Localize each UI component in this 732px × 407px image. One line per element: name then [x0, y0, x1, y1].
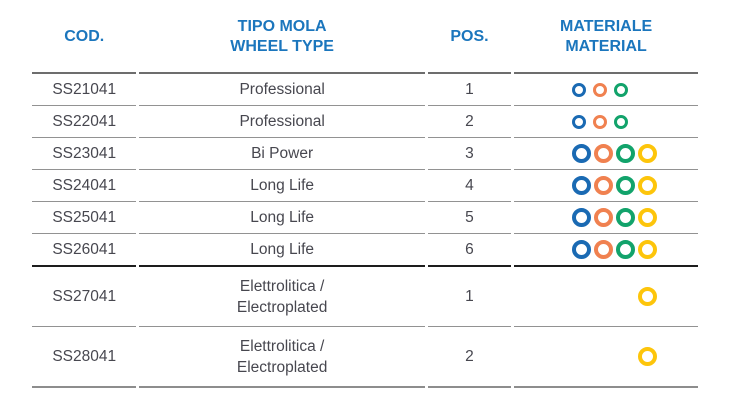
material-cell	[514, 202, 698, 234]
wheel-type-line: Professional	[239, 81, 325, 98]
wheel-type-cell: Long Life	[139, 234, 425, 267]
green-circle-icon	[614, 114, 629, 129]
pos-cell: 1	[427, 267, 512, 327]
green-circle-icon	[616, 176, 636, 195]
orange-circle-icon	[594, 144, 614, 163]
wheel-type-line: Long Life	[250, 209, 314, 226]
cod-cell: SS26041	[32, 234, 137, 267]
table-row: SS23041 Bi Power 3	[32, 138, 698, 170]
green-circle-icon	[616, 208, 636, 227]
wheel-type-line: Long Life	[250, 177, 314, 194]
wheel-type-cell: Professional	[139, 74, 425, 106]
cod-cell: SS22041	[32, 106, 137, 138]
header-wheel-type-line1: TIPO MOLA	[237, 18, 327, 35]
material-cell	[514, 170, 698, 202]
orange-circle-icon	[593, 114, 608, 129]
pos-cell: 2	[427, 327, 512, 388]
orange-circle-icon	[593, 82, 608, 97]
material-cell	[514, 138, 698, 170]
blue-circle-icon	[572, 144, 592, 163]
table-row: SS26041 Long Life 6	[32, 234, 698, 267]
material-icons	[572, 240, 698, 259]
material-icons	[572, 114, 698, 129]
material-cell	[514, 327, 698, 388]
cod-cell: SS27041	[32, 267, 137, 327]
table-row: SS21041 Professional 1	[32, 74, 698, 106]
header-cod: COD.	[32, 2, 137, 74]
wheel-type-line: Electroplated	[236, 358, 328, 376]
cod-cell: SS24041	[32, 170, 137, 202]
table-row: SS22041 Professional 2	[32, 106, 698, 138]
blue-circle-icon	[572, 240, 592, 259]
green-circle-icon	[616, 240, 636, 259]
pos-cell: 2	[427, 106, 512, 138]
blue-circle-icon	[572, 114, 587, 129]
pos-cell: 6	[427, 234, 512, 267]
header-row: COD. TIPO MOLA WHEEL TYPE POS. MATERIALE…	[32, 2, 698, 74]
green-circle-icon	[616, 144, 636, 163]
orange-circle-icon	[594, 176, 614, 195]
yellow-circle-icon	[638, 347, 658, 366]
pos-cell: 1	[427, 74, 512, 106]
table-row: SS27041 Elettrolitica / Electroplated 1	[32, 267, 698, 327]
orange-circle-icon	[594, 208, 614, 227]
header-material: MATERIALE MATERIAL	[514, 2, 698, 74]
header-material-line2: MATERIAL	[565, 38, 647, 55]
header-pos: POS.	[427, 2, 512, 74]
header-cod-label: COD.	[64, 28, 105, 45]
orange-circle-icon	[594, 240, 614, 259]
wheel-type-line: Bi Power	[251, 145, 314, 162]
wheel-type-cell: Elettrolitica / Electroplated	[139, 267, 425, 327]
yellow-circle-icon	[638, 144, 658, 163]
wheel-type-line: Elettrolitica /	[239, 337, 325, 355]
material-icons	[572, 287, 698, 306]
table-row: SS24041 Long Life 4	[32, 170, 698, 202]
pos-cell: 4	[427, 170, 512, 202]
cod-cell: SS23041	[32, 138, 137, 170]
blue-circle-icon	[572, 82, 587, 97]
cod-cell: SS28041	[32, 327, 137, 388]
cod-cell: SS21041	[32, 74, 137, 106]
yellow-circle-icon	[638, 176, 658, 195]
wheel-type-cell: Elettrolitica / Electroplated	[139, 327, 425, 388]
header-wheel-type: TIPO MOLA WHEEL TYPE	[139, 2, 425, 74]
wheel-type-line: Elettrolitica /	[239, 277, 325, 295]
blue-circle-icon	[572, 176, 592, 195]
material-icons	[572, 176, 698, 195]
wheel-type-cell: Professional	[139, 106, 425, 138]
material-cell	[514, 267, 698, 327]
yellow-circle-icon	[638, 240, 658, 259]
material-cell	[514, 106, 698, 138]
wheel-type-line: Professional	[239, 113, 325, 130]
table-row: SS25041 Long Life 5	[32, 202, 698, 234]
material-icons	[572, 347, 698, 366]
yellow-circle-icon	[638, 208, 658, 227]
material-icons	[572, 208, 698, 227]
header-material-line1: MATERIALE	[560, 18, 653, 35]
pos-cell: 5	[427, 202, 512, 234]
wheel-type-cell: Bi Power	[139, 138, 425, 170]
material-icons	[572, 144, 698, 163]
header-pos-label: POS.	[450, 28, 489, 45]
wheel-type-line: Long Life	[250, 241, 314, 258]
material-cell	[514, 234, 698, 267]
pos-cell: 3	[427, 138, 512, 170]
blue-circle-icon	[572, 208, 592, 227]
material-icons	[572, 82, 698, 97]
material-cell	[514, 74, 698, 106]
wheel-type-table-container: COD. TIPO MOLA WHEEL TYPE POS. MATERIALE…	[29, 2, 703, 388]
table-row: SS28041 Elettrolitica / Electroplated 2	[32, 327, 698, 388]
wheel-type-line: Electroplated	[236, 298, 328, 316]
wheel-type-cell: Long Life	[139, 170, 425, 202]
wheel-type-table: COD. TIPO MOLA WHEEL TYPE POS. MATERIALE…	[29, 2, 701, 388]
table-body: SS21041 Professional 1 SS22041 Professional 2…	[32, 74, 698, 388]
yellow-circle-icon	[638, 287, 658, 306]
table-header: COD. TIPO MOLA WHEEL TYPE POS. MATERIALE…	[32, 2, 698, 74]
wheel-type-cell: Long Life	[139, 202, 425, 234]
header-wheel-type-line2: WHEEL TYPE	[230, 38, 334, 55]
green-circle-icon	[614, 82, 629, 97]
cod-cell: SS25041	[32, 202, 137, 234]
